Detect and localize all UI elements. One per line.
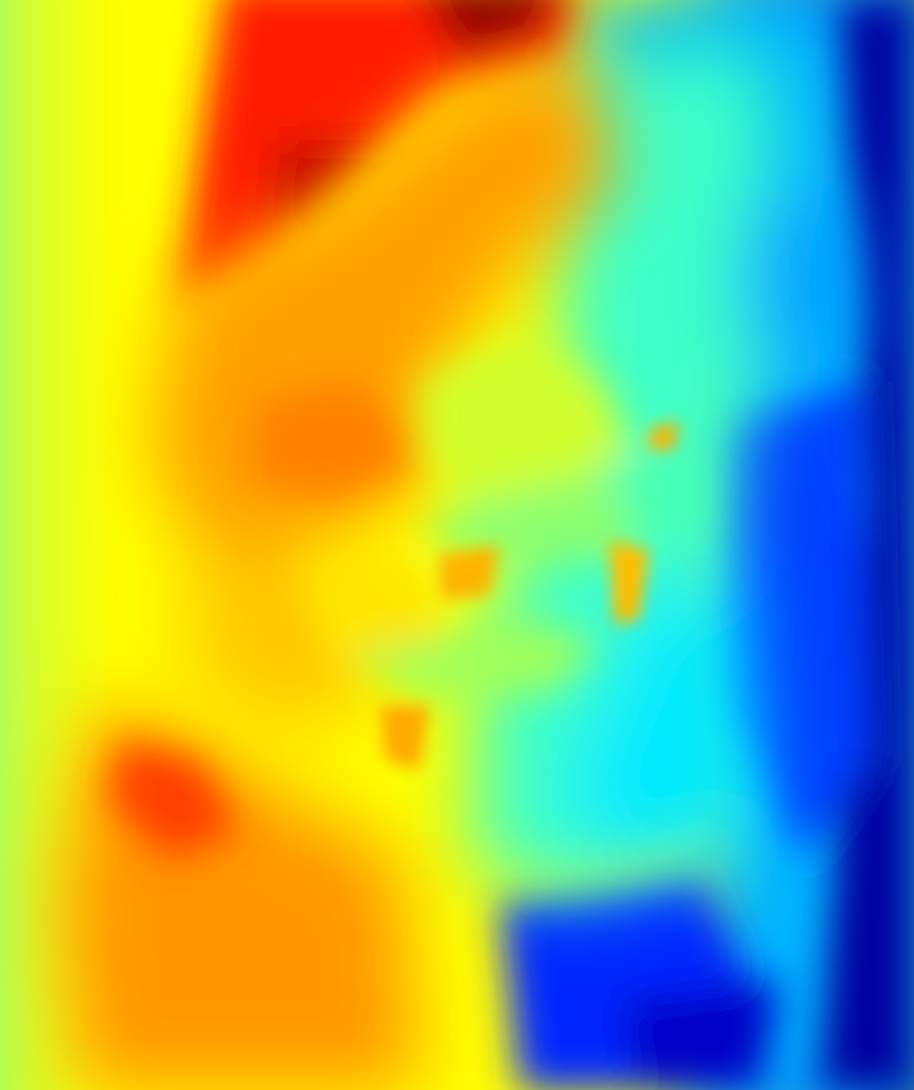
small-near-patches	[380, 420, 680, 770]
central-structure-region	[300, 330, 700, 700]
near-top-region	[180, 0, 575, 300]
